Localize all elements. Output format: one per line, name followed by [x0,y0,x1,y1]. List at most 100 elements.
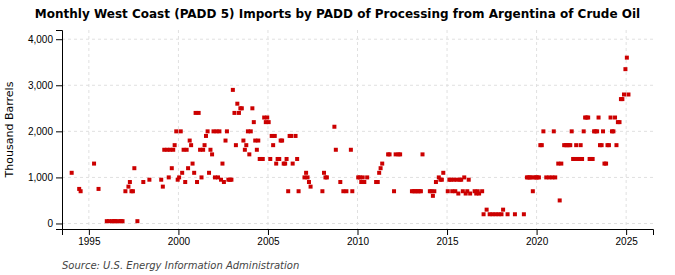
point [192,171,196,175]
point [250,106,254,110]
point [304,171,308,175]
point [225,129,229,133]
point [552,129,556,133]
grid-line-y [62,131,653,132]
point [332,125,336,129]
point [273,134,277,138]
point [126,185,130,189]
grid-line-x [626,30,627,229]
grid-line-x [88,30,89,229]
point [597,116,601,120]
point [485,208,489,212]
point [441,171,445,175]
point [361,175,365,179]
point [177,175,181,179]
point [362,180,366,184]
point [222,180,226,184]
x-axis-line [63,230,654,236]
point [294,134,298,138]
point [132,166,136,170]
x-axis: 1995200020052010201520202025 [63,229,654,247]
source-note: Source: U.S. Energy Information Administ… [62,260,299,271]
point [607,143,611,147]
point [220,162,224,166]
point [501,208,505,212]
point [421,152,425,156]
point [568,143,572,147]
point [419,189,423,193]
point [244,143,248,147]
point [97,187,101,191]
point [271,143,275,147]
grid-line-x [267,30,268,229]
point [306,175,310,179]
point [618,120,622,124]
x-tick-label: 2020 [526,236,549,247]
point [267,120,271,124]
y-tick: 1,000 [28,172,62,183]
x-tick-label: 2005 [257,236,280,247]
point [241,139,245,143]
point [197,111,201,115]
y-tick: 0 [47,218,62,229]
x-tick: 2000 [168,229,191,247]
point [161,185,165,189]
point [195,180,199,184]
point [180,171,184,175]
point [229,178,233,182]
x-tick-mark [89,229,90,235]
point [179,129,183,133]
point [243,148,247,152]
point [379,166,383,170]
point [600,143,604,147]
chart: 199520002005201020152020202501,0002,0003… [0,0,675,275]
point [186,166,190,170]
point [141,180,145,184]
point [201,148,205,152]
y-tick: 2,000 [28,126,62,137]
point [541,129,545,133]
point [295,157,299,161]
point [135,219,139,223]
point [265,116,269,120]
y-axis-title: Thousand Barrels [3,81,16,178]
point [574,143,578,147]
point [224,139,228,143]
y-tick-label: 1,000 [28,172,53,183]
x-tick-mark [537,229,538,235]
point [249,129,253,133]
point [204,134,208,138]
point [147,178,151,182]
point [206,129,210,133]
point [432,189,436,193]
point [131,189,135,193]
x-tick-label: 2000 [168,236,191,247]
point [203,143,207,147]
point [123,189,127,193]
point [173,143,177,147]
y-tick-label: 2,000 [28,126,53,137]
point [208,148,212,152]
point [553,175,557,179]
point [570,129,574,133]
point [189,143,193,147]
x-tick-mark [178,229,179,235]
point [252,120,256,124]
point [620,97,624,101]
y-tick: 3,000 [28,80,62,91]
y-tick: 4,000 [28,34,62,45]
point [625,56,629,60]
point [349,148,353,152]
point [283,162,287,166]
point [580,157,584,161]
x-tick-label: 2025 [616,236,639,247]
title: Monthly West Coast (PADD 5) Imports by P… [35,7,640,21]
point [338,180,342,184]
point [431,194,435,198]
point [277,157,281,161]
x-tick-label: 2015 [436,236,459,247]
point [537,175,541,179]
point [595,129,599,133]
point [217,129,221,133]
point [540,143,544,147]
